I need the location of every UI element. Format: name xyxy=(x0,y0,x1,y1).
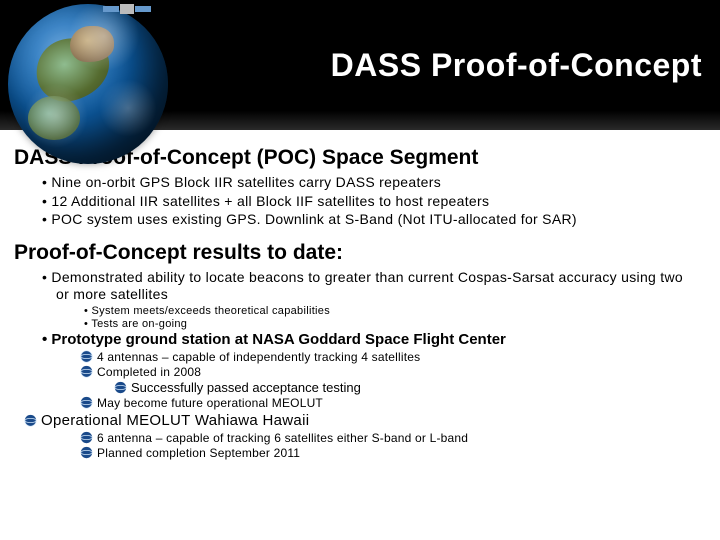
list-item-text: Operational MEOLUT Wahiawa Hawaii xyxy=(41,412,309,429)
section-1-list: Nine on-orbit GPS Block IIR satellites c… xyxy=(14,174,698,229)
list-item: 12 Additional IIR satellites + all Block… xyxy=(14,193,698,211)
list-subitem: System meets/exceeds theoretical capabil… xyxy=(14,305,698,317)
title-header: DASS Proof-of-Concept xyxy=(0,0,720,130)
globe-icon xyxy=(80,431,93,444)
list-item: Prototype ground station at NASA Goddard… xyxy=(14,331,698,350)
list-subitem-text: May become future operational MEOLUT xyxy=(97,396,323,410)
list-subitem: 4 antennas – capable of independently tr… xyxy=(14,350,698,364)
slide-body: DASS Proof-of-Concept (POC) Space Segmen… xyxy=(0,130,720,460)
list-item: Demonstrated ability to locate beacons t… xyxy=(14,269,698,304)
section-2-list: Demonstrated ability to locate beacons t… xyxy=(14,269,698,461)
globe-icon xyxy=(80,365,93,378)
list-subitem: Tests are on-going xyxy=(14,318,698,330)
list-subitem: Completed in 2008 xyxy=(14,365,698,379)
list-subsubitem: Successfully passed acceptance testing xyxy=(14,380,698,395)
earth-globe-image xyxy=(8,4,168,164)
section-2-heading: Proof-of-Concept results to date: xyxy=(14,241,698,265)
list-item: POC system uses existing GPS. Downlink a… xyxy=(14,211,698,229)
slide-title: DASS Proof-of-Concept xyxy=(331,47,702,84)
list-subitem-text: Planned completion September 2011 xyxy=(97,446,300,460)
list-subitem: Planned completion September 2011 xyxy=(14,446,698,460)
list-subsubitem-text: Successfully passed acceptance testing xyxy=(131,380,361,395)
list-subitem: May become future operational MEOLUT xyxy=(14,396,698,410)
satellite-icon xyxy=(120,4,134,14)
list-subitem-text: 6 antenna – capable of tracking 6 satell… xyxy=(97,431,468,445)
globe-icon xyxy=(80,350,93,363)
globe-icon xyxy=(80,396,93,409)
globe-icon xyxy=(80,446,93,459)
list-subitem-text: 4 antennas – capable of independently tr… xyxy=(97,350,420,364)
list-subitem: 6 antenna – capable of tracking 6 satell… xyxy=(14,431,698,445)
globe-icon xyxy=(24,414,37,427)
list-subitem-text: Completed in 2008 xyxy=(97,365,201,379)
globe-icon xyxy=(114,381,127,394)
list-item: Nine on-orbit GPS Block IIR satellites c… xyxy=(14,174,698,192)
list-item: Operational MEOLUT Wahiawa Hawaii xyxy=(14,412,698,429)
